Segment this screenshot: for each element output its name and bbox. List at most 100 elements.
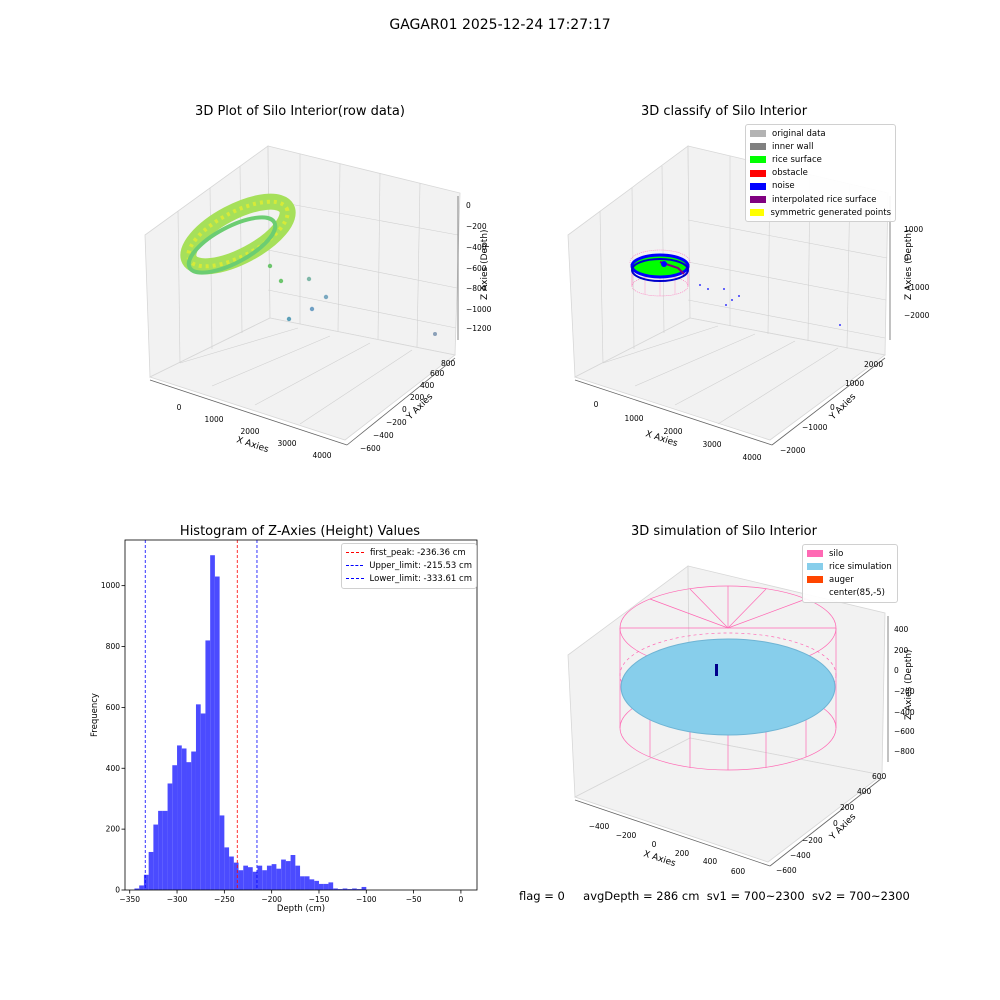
histogram-bar [262, 870, 267, 890]
classify-x-tick: 0 [594, 400, 599, 409]
raw-y-ticks: −600 −400 −200 0 200 400 600 800 [360, 359, 456, 453]
legend-entry: center(85,-5) [807, 587, 893, 600]
histogram-bar [214, 576, 220, 890]
figure-title: GAGAR01 2025-12-24 17:27:17 [389, 17, 611, 33]
simulation-y-tick: −600 [776, 866, 797, 875]
simulation-x-tick: 0 [652, 840, 657, 849]
histogram-bar [153, 824, 159, 890]
classify-z-tick: −2000 [904, 311, 930, 320]
legend-label: inner wall [772, 141, 814, 152]
legend-swatch [807, 576, 823, 584]
histogram-y-ticks: 0 200 400 600 800 1000 [101, 581, 125, 895]
avg-depth-text: avgDepth = 286 cm [583, 889, 700, 903]
histogram-y-tick-label: 800 [106, 642, 121, 651]
legend-entry: silo [807, 547, 893, 560]
legend-swatch [750, 169, 766, 177]
raw-y-tick: −400 [373, 431, 394, 440]
histogram-y-tick-label: 1000 [101, 581, 120, 590]
histogram-bar [143, 874, 149, 890]
histogram-bar [139, 885, 144, 890]
histogram-bar [285, 861, 291, 890]
histogram-legend: first_peak: -236.36 cm Upper_limit: -215… [341, 543, 477, 589]
legend-label: symmetric generated points [770, 207, 891, 218]
histogram-bar [238, 870, 244, 890]
legend-label: Lower_limit: -333.61 cm [369, 573, 472, 584]
legend-entry: noise [750, 180, 891, 193]
histogram-frame [124, 539, 478, 891]
histogram-bar [266, 865, 272, 890]
histogram-x-tick-label: 0 [459, 895, 464, 904]
status-footer: flag = 0 avgDepth = 286 cm sv1 = 700~230… [519, 889, 910, 903]
raw-z-tick: −800 [466, 284, 487, 293]
legend-line [346, 565, 364, 567]
simulation-x-label: X Axies [642, 849, 677, 869]
histogram-bar [361, 886, 367, 890]
histogram-bar [186, 762, 192, 890]
legend-label: original data [772, 128, 826, 139]
histogram-bar [314, 880, 319, 890]
legend-swatch [750, 182, 766, 190]
classify-legend: original data inner wall rice surface ob… [745, 124, 896, 223]
raw-x-label: X Axies [235, 435, 270, 455]
raw-scatter-points [180, 193, 437, 336]
legend-line [346, 578, 364, 580]
simulation-y-label: Y Axies [827, 812, 858, 843]
histogram-bar [195, 704, 201, 890]
raw-y-tick: −200 [386, 418, 407, 427]
histogram-bar [276, 868, 282, 890]
legend-line [346, 552, 364, 554]
simulation-y-tick: −200 [802, 836, 823, 845]
histogram-x-tick-label: −100 [356, 895, 377, 904]
classify-x-tick: 4000 [742, 453, 761, 462]
raw-y-tick: 0 [402, 405, 407, 414]
legend-entry: auger [807, 573, 893, 586]
histogram-bar [200, 713, 206, 890]
simulation-x-tick: −400 [589, 822, 610, 831]
legend-entry: rice surface [750, 153, 891, 166]
legend-label: silo [829, 548, 844, 559]
legend-swatch [750, 196, 766, 204]
raw-z-ticks: 0 −200 −400 −600 −800 −1000 −1200 [466, 201, 492, 333]
simulation-z-tick: −800 [894, 747, 915, 756]
raw-z-tick: −200 [466, 222, 487, 231]
legend-label: rice simulation [829, 561, 892, 572]
legend-entry: Upper_limit: -215.53 cm [346, 559, 472, 572]
histogram-bar [167, 783, 173, 890]
simulation-y-tick: 0 [833, 819, 838, 828]
histogram-bar [210, 555, 215, 890]
histogram-bar [134, 888, 140, 890]
legend-entry: Lower_limit: -333.61 cm [346, 572, 472, 585]
legend-label: auger [829, 574, 854, 585]
raw-3d-axes [149, 196, 459, 446]
raw-z-tick: 0 [466, 201, 471, 210]
sv1-text: sv1 = 700~2300 [706, 889, 805, 903]
histogram-y-tick-label: 0 [115, 886, 120, 895]
classify-x-tick: 3000 [702, 440, 721, 449]
legend-swatch [807, 550, 823, 558]
classify-3d-plot: 1000 0 −1000 −2000 0 1000 2000 3000 4000… [567, 145, 930, 462]
histogram-bar [333, 888, 338, 890]
raw-z-tick: −1200 [466, 324, 492, 333]
raw-y-tick: 400 [420, 381, 435, 390]
histogram-bar [328, 882, 334, 890]
simulation-z-tick: −600 [894, 727, 915, 736]
raw-y-tick: 600 [430, 369, 445, 378]
histogram-reference-lines [144, 540, 258, 890]
classify-y-tick: −2000 [780, 446, 806, 455]
histogram-bar [148, 851, 154, 890]
legend-swatch [750, 209, 765, 217]
simulation-y-tick: 200 [840, 803, 855, 812]
raw-3d-gridlines [177, 154, 459, 425]
classify-y-tick: 2000 [864, 360, 883, 369]
simulation-z-tick: 400 [894, 625, 909, 634]
histogram-bar [342, 888, 348, 890]
legend-swatch [750, 130, 766, 138]
simulation-legend: silo rice simulation auger center(85,-5) [802, 544, 898, 603]
legend-swatch [807, 590, 823, 597]
histogram-y-tick-label: 600 [106, 703, 121, 712]
raw-y-tick: 200 [410, 393, 425, 402]
histogram-bar [162, 810, 168, 890]
simulation-y-tick: 400 [857, 787, 872, 796]
raw-x-tick: 3000 [277, 439, 296, 448]
histogram-bar [356, 889, 362, 890]
